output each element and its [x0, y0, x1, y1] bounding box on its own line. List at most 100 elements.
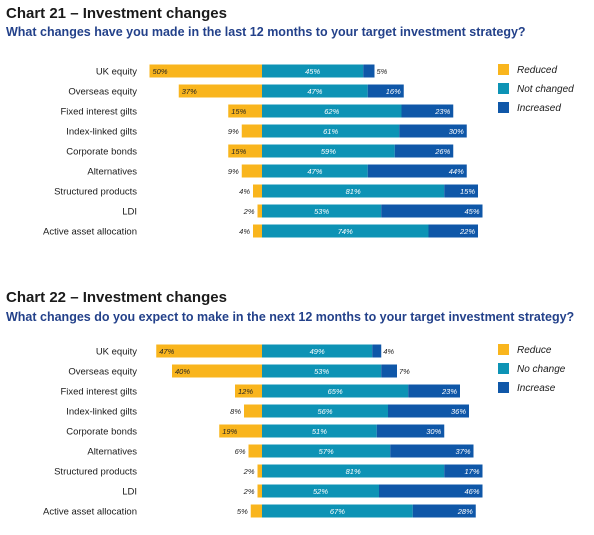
data-label: 2%	[243, 467, 255, 476]
category-label: UK equity	[96, 347, 137, 358]
bar-increased	[388, 404, 469, 418]
data-label: 4%	[239, 187, 250, 196]
data-label: 61%	[323, 127, 338, 136]
data-label: 6%	[235, 447, 246, 456]
data-label: 36%	[451, 407, 466, 416]
bar-increased	[428, 224, 478, 238]
legend-label: No change	[517, 364, 566, 375]
data-label: 67%	[330, 507, 345, 516]
bar-not-changed	[262, 384, 409, 398]
data-label: 2%	[243, 207, 255, 216]
category-label: Active asset allocation	[43, 227, 137, 238]
data-label: 81%	[346, 467, 361, 476]
category-label: Index-linked gilts	[66, 127, 137, 138]
data-label: 23%	[441, 387, 457, 396]
bar-not-changed	[262, 484, 379, 498]
data-label: 16%	[386, 87, 401, 96]
bar-not-changed	[262, 124, 400, 138]
legend-swatch	[498, 382, 509, 393]
bar-increased	[376, 424, 445, 438]
data-label: 51%	[312, 427, 327, 436]
data-label: 62%	[324, 107, 339, 116]
data-label: 40%	[175, 367, 190, 376]
data-label: 50%	[153, 67, 168, 76]
bar-reduced	[244, 404, 262, 418]
bar-reduced	[172, 364, 262, 378]
bar-not-changed	[262, 64, 364, 78]
bar-reduced	[235, 384, 262, 398]
bar-reduced	[156, 344, 262, 358]
bar-increased	[367, 84, 404, 98]
bar-increased	[379, 484, 483, 498]
data-label: 28%	[457, 507, 473, 516]
data-label: 74%	[338, 227, 353, 236]
bar-not-changed	[262, 144, 395, 158]
chart22-subtitle: What changes do you expect to make in th…	[6, 310, 575, 324]
data-label: 15%	[231, 147, 246, 156]
data-label: 19%	[222, 427, 237, 436]
category-label: Alternatives	[87, 447, 137, 458]
category-label: LDI	[122, 487, 137, 498]
category-label: LDI	[122, 207, 137, 218]
data-label: 4%	[383, 347, 394, 356]
data-label: 65%	[328, 387, 343, 396]
data-label: 2%	[243, 487, 255, 496]
data-label: 23%	[434, 107, 450, 116]
bar-reduced	[253, 184, 262, 198]
data-label: 44%	[449, 167, 464, 176]
chart22-title: Chart 22 – Investment changes	[6, 289, 227, 306]
data-label: 56%	[317, 407, 332, 416]
legend-swatch	[498, 64, 509, 75]
bar-increased	[444, 184, 478, 198]
category-label: Structured products	[54, 467, 137, 478]
legend-swatch	[498, 344, 509, 355]
data-label: 47%	[307, 87, 322, 96]
data-label: 26%	[434, 147, 450, 156]
category-label: Index-linked gilts	[66, 407, 137, 418]
bar-not-changed	[262, 444, 391, 458]
bar-increased	[394, 144, 454, 158]
bar-not-changed	[262, 164, 368, 178]
data-label: 12%	[238, 387, 253, 396]
data-label: 46%	[464, 487, 479, 496]
bar-not-changed	[262, 344, 373, 358]
data-label: 45%	[305, 67, 320, 76]
bar-reduced	[241, 164, 262, 178]
data-label: 53%	[314, 367, 329, 376]
bar-reduced	[253, 224, 262, 238]
chart21-plot: UK equity 50% 45% 5% Overseas equity 37% 47% 16…	[43, 64, 574, 238]
chart21-subtitle: What changes have you made in the last 1…	[6, 25, 526, 39]
category-label: Overseas equity	[68, 367, 137, 378]
bar-not-changed	[262, 104, 402, 118]
bar-not-changed	[262, 504, 413, 518]
bar-reduced	[228, 104, 262, 118]
legend-swatch	[498, 102, 509, 113]
legend-label: Reduce	[517, 345, 552, 356]
bar-not-changed	[262, 204, 382, 218]
data-label: 22%	[459, 227, 475, 236]
category-label: Structured products	[54, 187, 137, 198]
bar-increased	[399, 124, 467, 138]
legend-label: Increased	[517, 103, 561, 114]
data-label: 47%	[159, 347, 174, 356]
data-label: 59%	[321, 147, 336, 156]
bar-not-changed	[262, 404, 388, 418]
data-label: 53%	[314, 207, 329, 216]
category-label: Fixed interest gilts	[60, 107, 137, 118]
data-label: 37%	[182, 87, 197, 96]
category-label: Alternatives	[87, 167, 137, 178]
bar-increased	[390, 444, 474, 458]
data-label: 9%	[228, 167, 239, 176]
bar-reduced	[248, 444, 262, 458]
bar-increased	[408, 384, 460, 398]
chart22-plot: UK equity 47% 49% 4% Overseas equity 40% 53% 7%…	[43, 344, 566, 518]
chart21-title: Chart 21 – Investment changes	[6, 5, 227, 22]
data-label: 15%	[231, 107, 246, 116]
bar-increased	[367, 164, 467, 178]
bar-not-changed	[262, 84, 368, 98]
category-label: Corporate bonds	[66, 427, 137, 438]
data-label: 49%	[310, 347, 325, 356]
bar-not-changed	[262, 224, 429, 238]
data-label: 37%	[455, 447, 470, 456]
bar-increased	[412, 504, 476, 518]
